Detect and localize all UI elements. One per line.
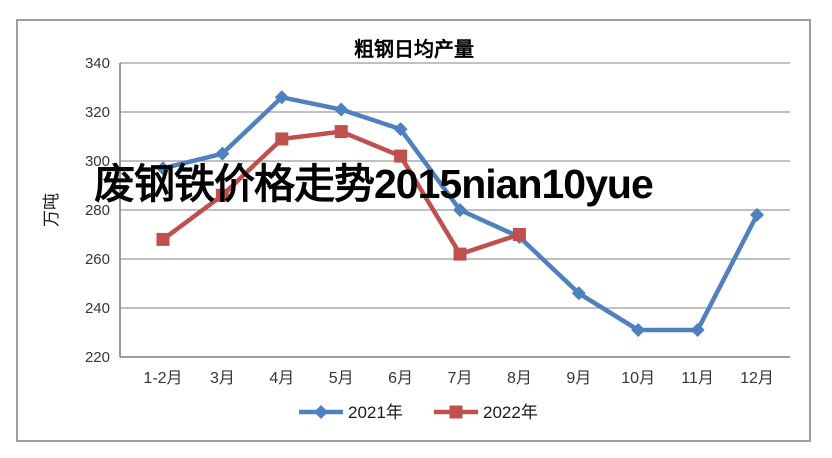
legend-label-2021年: 2021年 (348, 403, 403, 422)
x-tick-label: 11月 (681, 370, 714, 387)
legend-label-2022年: 2022年 (483, 403, 538, 422)
x-tick-label: 12月 (740, 370, 774, 387)
y-tick-label: 300 (85, 153, 110, 170)
x-tick-label: 3月 (210, 370, 235, 387)
data-point-diamond-2021年 (334, 102, 349, 117)
y-tick-label: 320 (85, 104, 110, 121)
legend-marker-square-2022年 (449, 405, 463, 419)
data-point-square-2022年 (512, 228, 526, 241)
y-tick-label: 280 (85, 202, 110, 219)
data-point-diamond-2021年 (156, 161, 170, 176)
data-point-square-2022年 (215, 188, 229, 202)
x-tick-label: 1-2月 (143, 370, 182, 387)
data-point-diamond-2021年 (571, 286, 586, 301)
x-tick-label: 10月 (621, 370, 655, 387)
data-point-square-2022年 (156, 232, 170, 246)
y-tick-label: 260 (85, 251, 110, 268)
y-tick-label: 340 (85, 55, 110, 72)
data-point-square-2022年 (394, 149, 408, 163)
data-point-diamond-2021年 (393, 122, 408, 137)
data-point-diamond-2021年 (690, 323, 705, 338)
x-tick-label: 6月 (388, 370, 413, 387)
data-point-diamond-2021年 (750, 207, 764, 222)
watermark-text: 废钢铁价格走势2015nian10yue (94, 161, 654, 207)
chart-title: 粗钢日均产量 (354, 39, 474, 61)
y-axis-title: 万吨 (42, 193, 61, 227)
data-point-diamond-2021年 (274, 90, 289, 105)
x-tick-label: 4月 (269, 370, 294, 387)
x-tick-label: 5月 (329, 370, 354, 387)
legend-marker-diamond-2021年 (314, 405, 328, 419)
data-point-square-2022年 (453, 247, 467, 261)
y-tick-label: 240 (85, 300, 110, 317)
data-point-square-2022年 (275, 132, 289, 146)
data-point-diamond-2021年 (631, 323, 646, 338)
data-point-diamond-2021年 (453, 203, 467, 217)
data-point-diamond-2021年 (215, 146, 230, 161)
y-tick-label: 220 (85, 349, 110, 366)
chart-border-frame (16, 19, 811, 442)
x-tick-label: 8月 (507, 370, 532, 387)
data-point-square-2022年 (334, 125, 348, 139)
x-tick-label: 9月 (566, 370, 591, 387)
x-tick-label: 7月 (448, 370, 473, 387)
